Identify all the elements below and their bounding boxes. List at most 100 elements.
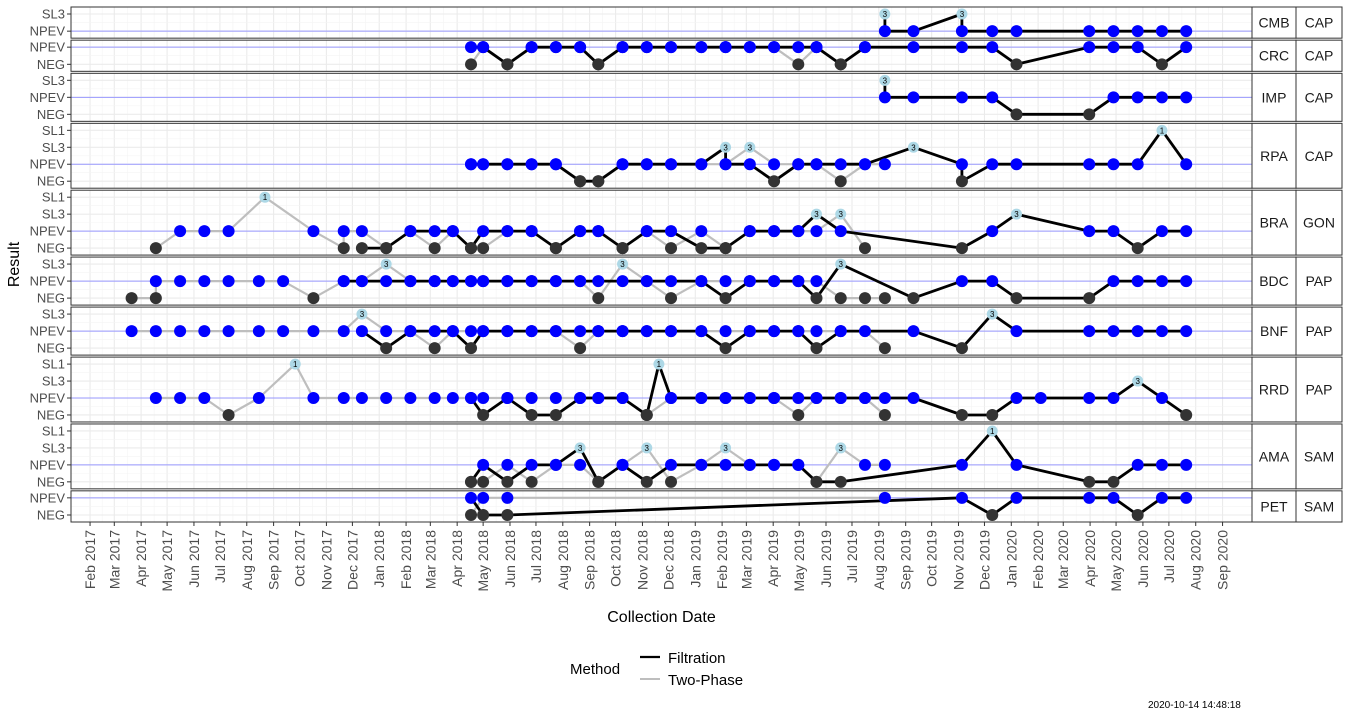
data-point-npev-two-phase [198,225,211,238]
data-point-neg-filtration [719,342,732,355]
data-point-npev-two-phase [337,325,350,338]
data-point-npev-filtration [574,325,587,338]
legend-label-two-phase: Two-Phase [668,672,743,689]
data-point-npev-filtration [428,325,441,338]
data-point-npev-filtration [337,275,350,288]
data-point-npev-filtration [592,392,605,405]
data-point-npev-filtration [549,458,562,471]
data-point-npev-filtration [1155,275,1168,288]
x-tick-label: Jul 2018 [528,530,544,583]
data-point-npev-filtration [446,275,459,288]
data-point-npev-filtration [1107,325,1120,338]
data-point-neg-filtration [574,175,587,188]
data-point-npev-two-phase [307,325,320,338]
data-point-npev-filtration [465,491,478,504]
data-point-npev-filtration [549,275,562,288]
strip-site-label: CRC [1259,48,1289,64]
data-point-label: 3 [645,444,650,453]
strip-group [1295,306,1343,356]
data-point-npev-filtration [1155,458,1168,471]
data-point-npev-two-phase [549,392,562,405]
strip-site-label: IMP [1262,89,1287,105]
data-point-npev-filtration [907,25,920,38]
data-point-npev-two-phase [695,225,708,238]
data-point-sl3-filtration [1132,375,1144,387]
data-point-npev-filtration [743,458,756,471]
strip-site-label: BRA [1260,215,1289,231]
data-point-neg-filtration [768,175,781,188]
panel-bnf: 3 3 NEG NPEV SL3 BNF PAP [30,306,1343,356]
data-point-sl3-filtration [1010,208,1022,220]
data-point-npev-filtration [1180,41,1193,54]
data-point-npev-filtration [465,392,478,405]
strip-group [1295,122,1343,189]
data-point-npev-filtration [1083,225,1096,238]
data-point-npev-filtration [907,41,920,54]
x-axis: Feb 2017 Mar 2017 Apr 2017 May 2017 Jun 2017… [82,522,1231,591]
data-point-npev-filtration [955,158,968,171]
data-point-neg-filtration [477,509,490,521]
data-point-npev-filtration [878,91,891,104]
data-point-npev-filtration [525,41,538,54]
data-point-npev-two-phase [198,275,211,288]
data-point-neg-two-phase [222,408,235,421]
data-point-npev-filtration [792,41,805,54]
data-point-sl1-filtration [653,358,665,370]
x-tick-label: Jan 2020 [1003,530,1019,588]
y-tick-label: NPEV [30,90,66,105]
data-point-neg-filtration [955,175,968,188]
y-tick-label: NEG [37,174,65,189]
data-point-neg-filtration [616,242,629,255]
y-tick-label: NEG [37,474,65,489]
data-point-npev-filtration [695,275,708,288]
data-point-label: 3 [1135,377,1140,386]
data-point-npev-filtration [549,41,562,54]
legend-label-filtration: Filtration [668,650,726,667]
y-tick-label: NPEV [30,391,66,406]
data-point-neg-filtration [955,242,968,255]
data-point-npev-filtration [695,158,708,171]
y-tick-label: SL1 [42,190,65,205]
x-tick-label: Feb 2018 [398,530,414,589]
data-point-sl1-filtration [986,425,998,437]
data-point-npev-filtration [404,325,417,338]
data-point-npev-two-phase [574,458,587,471]
data-point-neg-filtration [592,175,605,188]
data-point-neg-two-phase [858,292,871,305]
data-point-npev-filtration [592,325,605,338]
data-point-npev-filtration [355,275,368,288]
y-tick-label: NPEV [30,490,66,505]
strip-group-label: CAP [1305,15,1334,31]
strip-group-label: PAP [1306,273,1333,289]
data-point-npev-two-phase [719,325,732,338]
data-point-neg-filtration [592,58,605,71]
x-tick-label: Jul 2017 [212,530,228,583]
data-point-npev-filtration [1034,392,1047,405]
x-tick-label: Aug 2017 [239,530,255,590]
data-point-npev-two-phase [222,225,235,238]
data-point-npev-filtration [1131,158,1144,171]
y-tick-label: SL1 [42,357,65,372]
data-point-npev-filtration [768,458,781,471]
data-point-npev-two-phase [252,392,265,405]
data-point-sl3-two-phase [720,442,732,454]
data-point-npev-two-phase [878,158,891,171]
data-point-npev-two-phase [222,325,235,338]
strip-site-label: AMA [1259,448,1290,464]
data-point-neg-two-phase [574,342,587,355]
data-point-npev-two-phase [768,158,781,171]
data-point-npev-filtration [1010,325,1023,338]
data-point-npev-filtration [955,41,968,54]
data-point-npev-filtration [1180,25,1193,38]
data-point-npev-two-phase [446,392,459,405]
x-tick-label: Sep 2017 [266,530,282,590]
data-point-npev-filtration [1180,158,1193,171]
y-tick-label: SL3 [42,207,65,222]
data-point-npev-filtration [428,225,441,238]
data-point-npev-filtration [1083,392,1096,405]
data-point-sl3-two-phase [380,258,392,270]
y-tick-label: SL3 [42,257,65,272]
data-point-npev-two-phase [380,392,393,405]
x-tick-label: Feb 2020 [1030,530,1046,589]
data-point-neg-filtration [465,242,478,255]
